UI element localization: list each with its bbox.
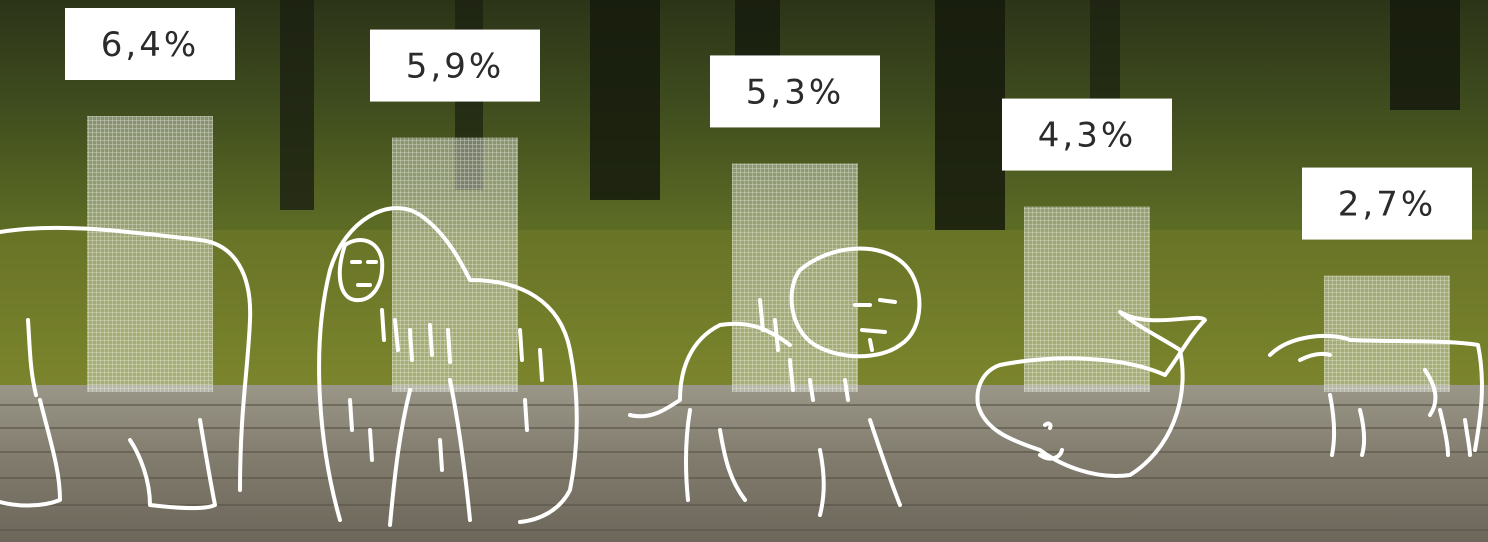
whale-icon — [975, 310, 1207, 478]
lion-icon — [628, 246, 922, 517]
bars-group — [87, 116, 1450, 392]
data-label-polar-bear: 6,4% — [101, 25, 199, 65]
data-label-cow: 2,7% — [1338, 185, 1436, 225]
bar-polar-bear — [87, 116, 213, 392]
data-label-box-whale — [1002, 98, 1172, 171]
data-label-gorilla: 5,9% — [406, 47, 504, 87]
cow-icon — [1268, 333, 1484, 457]
labels-group: 6,4% 5,9% 5,3% 4,3% 2,7% — [65, 8, 1472, 240]
data-label-box-cow — [1302, 167, 1472, 240]
polar-bear-icon — [0, 225, 253, 511]
data-label-box-polar-bear — [65, 8, 235, 80]
data-label-lion: 5,3% — [746, 72, 844, 112]
gorilla-icon — [317, 206, 579, 527]
wooden-deck — [0, 385, 1488, 542]
data-label-box-lion — [710, 55, 880, 128]
bar-cow — [1324, 275, 1450, 392]
data-label-box-gorilla — [370, 29, 540, 102]
data-label-whale: 4,3% — [1038, 116, 1136, 156]
